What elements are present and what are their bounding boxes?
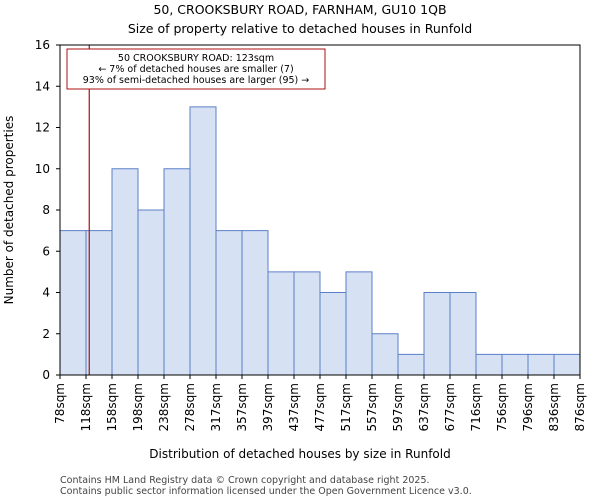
x-tick-label: 836sqm xyxy=(547,383,561,431)
x-tick-label: 716sqm xyxy=(469,383,483,431)
bar-796sqm xyxy=(527,353,555,376)
bar-118sqm xyxy=(85,230,113,376)
footer-line-2: Contains public sector information licen… xyxy=(60,486,472,497)
x-tick-label: 278sqm xyxy=(183,383,197,431)
y-tick-label: 0 xyxy=(42,368,50,382)
y-tick-label: 16 xyxy=(35,38,50,52)
x-tick-label: 677sqm xyxy=(443,383,457,431)
bar-597sqm xyxy=(397,353,425,376)
bar-517sqm xyxy=(345,271,373,376)
x-tick-label: 477sqm xyxy=(313,383,327,431)
y-tick-label: 4 xyxy=(42,286,50,300)
x-tick-label: 238sqm xyxy=(157,383,171,431)
footer-line-1: Contains HM Land Registry data © Crown c… xyxy=(60,475,430,486)
x-axis-ticks: 78sqm 118sqm 158sqm 198sqm 238sqm 278sqm 317sq… xyxy=(53,375,587,431)
annotation-box xyxy=(66,48,326,90)
y-tick-label: 12 xyxy=(35,121,50,135)
bar-357sqm xyxy=(241,230,269,376)
chart-subtitle: Size of property relative to detached ho… xyxy=(128,21,472,36)
x-axis-label: Distribution of detached houses by size … xyxy=(149,447,450,461)
bar-716sqm xyxy=(475,353,503,376)
y-axis-ticks: 0 2 4 6 8 10 12 14 16 xyxy=(35,38,60,382)
bar-756sqm xyxy=(501,353,529,376)
x-tick-label: 756sqm xyxy=(495,383,509,431)
annotation-line-1: 50 CROOKSBURY ROAD: 123sqm xyxy=(118,53,274,64)
x-tick-label: 78sqm xyxy=(53,383,67,424)
y-tick-label: 14 xyxy=(35,79,50,93)
x-tick-label: 158sqm xyxy=(105,383,119,431)
x-tick-label: 437sqm xyxy=(287,383,301,431)
plot-frame xyxy=(59,44,581,376)
annotation-line-3: 93% of semi-detached houses are larger (… xyxy=(83,75,310,86)
annotation-line-2: ← 7% of detached houses are smaller (7) xyxy=(98,64,293,75)
y-tick-label: 6 xyxy=(42,244,50,258)
bar-317sqm xyxy=(215,230,243,376)
x-tick-label: 357sqm xyxy=(235,383,249,431)
bar-437sqm xyxy=(293,271,321,376)
bar-677sqm xyxy=(449,292,477,376)
chart-title: 50, CROOKSBURY ROAD, FARNHAM, GU10 1QB xyxy=(153,2,446,17)
bar-238sqm xyxy=(163,168,191,376)
x-tick-label: 876sqm xyxy=(573,383,587,431)
bar-198sqm xyxy=(137,209,165,376)
bar-557sqm xyxy=(371,333,399,376)
bar-477sqm xyxy=(319,292,347,376)
bars-group xyxy=(59,106,581,376)
bar-278sqm xyxy=(189,106,217,376)
x-tick-label: 557sqm xyxy=(365,383,379,431)
x-tick-label: 517sqm xyxy=(339,383,353,431)
bar-158sqm xyxy=(111,168,139,376)
y-axis-label: Number of detached properties xyxy=(2,116,16,305)
y-tick-label: 8 xyxy=(42,203,50,217)
x-tick-label: 317sqm xyxy=(209,383,223,431)
bar-78sqm xyxy=(59,230,87,376)
x-tick-label: 597sqm xyxy=(391,383,405,431)
bar-637sqm xyxy=(423,292,451,376)
y-tick-label: 10 xyxy=(35,162,50,176)
x-tick-label: 397sqm xyxy=(261,383,275,431)
x-tick-label: 637sqm xyxy=(417,383,431,431)
x-tick-label: 796sqm xyxy=(521,383,535,431)
y-tick-label: 2 xyxy=(42,327,50,341)
bar-397sqm xyxy=(267,271,295,376)
bar-836sqm xyxy=(553,353,581,376)
x-tick-label: 118sqm xyxy=(79,383,93,431)
x-tick-label: 198sqm xyxy=(131,383,145,431)
